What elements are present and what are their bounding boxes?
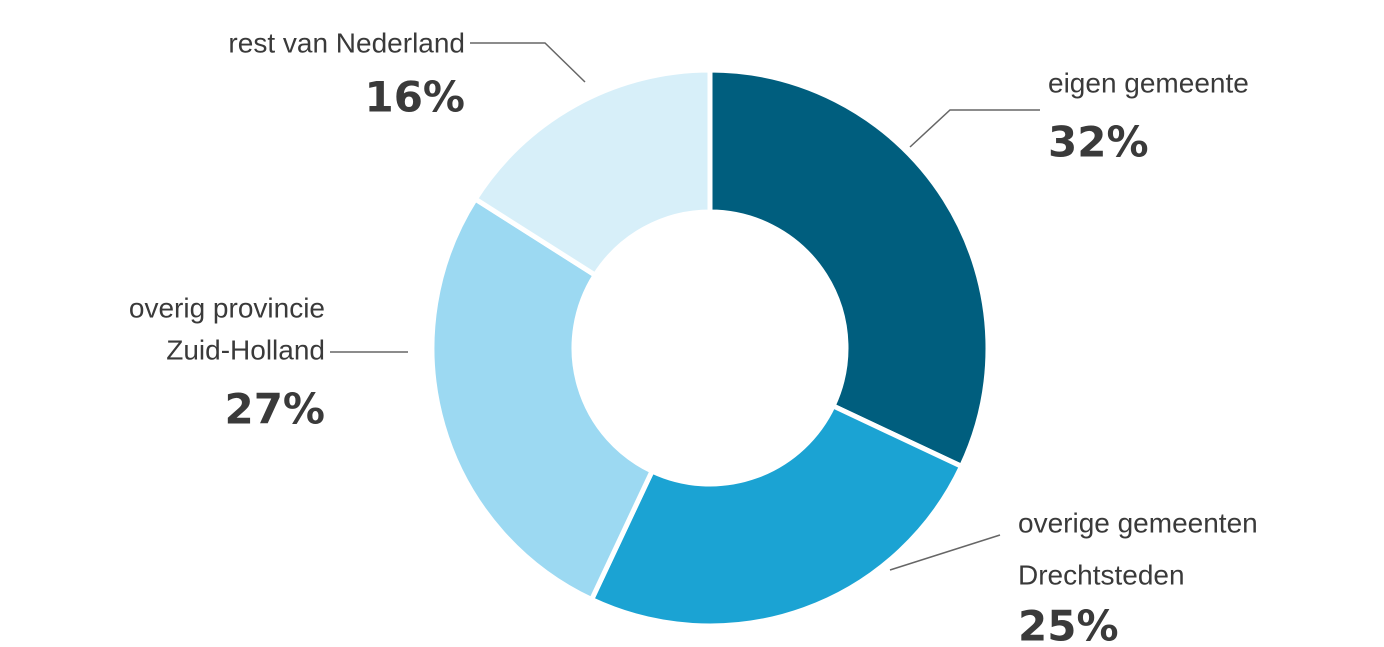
leader-line (470, 42, 586, 83)
category-label: overig provincie (129, 292, 325, 323)
value-label: 27% (224, 385, 325, 434)
value-label: 32% (1048, 118, 1149, 167)
donut-segment (588, 402, 965, 629)
category-label: rest van Nederland (228, 27, 465, 58)
leader-line (909, 109, 1040, 148)
category-label: eigen gemeente (1048, 67, 1249, 98)
donut-segment (707, 67, 991, 470)
leader-line (889, 534, 1001, 571)
donut-segment (471, 67, 713, 279)
category-label: Zuid-Holland (166, 334, 325, 365)
value-label: 25% (1018, 602, 1119, 647)
donut-segment (429, 195, 656, 603)
category-label: Drechtsteden (1018, 559, 1185, 590)
value-label: 16% (364, 73, 465, 122)
category-label: overige gemeenten (1018, 507, 1258, 538)
